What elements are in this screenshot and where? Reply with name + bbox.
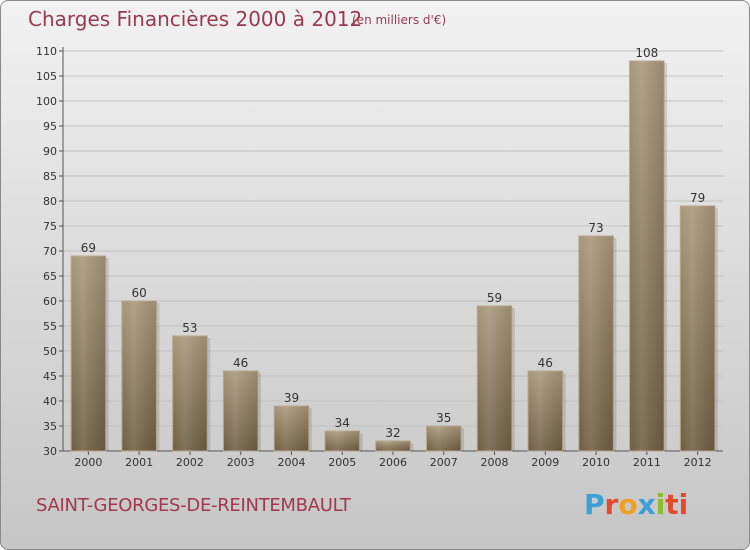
y-tick-label: 65 <box>43 270 57 283</box>
bar-shine <box>528 371 563 451</box>
data-label: 79 <box>690 191 705 205</box>
x-tick-label: 2001 <box>125 456 153 469</box>
y-tick-label: 45 <box>43 370 57 383</box>
bar-shine <box>629 61 665 451</box>
bar-shine <box>223 371 258 451</box>
bar-shine <box>578 236 614 451</box>
x-tick-label: 2003 <box>227 456 255 469</box>
y-tick-label: 40 <box>43 395 57 408</box>
y-tick-label: 90 <box>43 145 57 158</box>
y-tick-label: 50 <box>43 345 57 358</box>
logo-letter: r <box>604 488 619 521</box>
y-tick-label: 100 <box>36 95 57 108</box>
y-tick-label: 70 <box>43 245 57 258</box>
x-tick-label: 2011 <box>633 456 661 469</box>
commune-name: SAINT-GEORGES-DE-REINTEMBAULT <box>36 495 351 516</box>
data-label: 59 <box>487 291 502 305</box>
y-tick-label: 75 <box>43 220 57 233</box>
bar-shine <box>121 301 157 451</box>
bar-shine <box>274 406 309 451</box>
data-label: 39 <box>284 391 299 405</box>
y-tick-label: 105 <box>36 70 57 83</box>
y-tick-label: 55 <box>43 320 57 333</box>
x-tick-label: 2010 <box>582 456 610 469</box>
logo-letter: o <box>618 488 638 521</box>
chart-subtitle: (en milliers d'€) <box>352 13 447 27</box>
bar-shine <box>477 306 512 451</box>
y-tick-label: 35 <box>43 420 57 433</box>
y-tick-label: 60 <box>43 295 57 308</box>
data-label: 32 <box>385 426 400 440</box>
y-tick-label: 30 <box>43 445 57 458</box>
x-tick-label: 2009 <box>531 456 559 469</box>
bar-shine <box>324 431 360 451</box>
logo-letter: i <box>678 488 689 521</box>
bar-shine <box>375 441 411 451</box>
x-tick-label: 2006 <box>379 456 407 469</box>
x-tick-label: 2005 <box>328 456 356 469</box>
y-tick-label: 110 <box>36 45 57 58</box>
data-label: 35 <box>436 411 451 425</box>
data-label: 46 <box>538 356 553 370</box>
y-tick-label: 80 <box>43 195 57 208</box>
y-tick-label: 85 <box>43 170 57 183</box>
x-tick-label: 2000 <box>74 456 102 469</box>
bar-shine <box>426 426 462 451</box>
data-label: 69 <box>81 241 96 255</box>
bar-shine <box>680 206 715 451</box>
data-label: 34 <box>335 416 350 430</box>
data-label: 60 <box>132 286 147 300</box>
logo-letter: x <box>637 488 656 521</box>
x-tick-label: 2007 <box>430 456 458 469</box>
logo-letter: P <box>584 488 605 521</box>
x-tick-label: 2012 <box>684 456 712 469</box>
data-label: 53 <box>182 321 197 335</box>
proxiti-logo: Proxiti <box>584 488 688 521</box>
x-tick-label: 2002 <box>176 456 204 469</box>
x-tick-label: 2008 <box>481 456 509 469</box>
logo-letter: t <box>665 488 679 521</box>
bar-shine <box>71 256 106 451</box>
y-tick-label: 95 <box>43 120 57 133</box>
logo-letter: i <box>655 488 666 521</box>
data-label: 73 <box>588 221 603 235</box>
data-label: 108 <box>635 46 658 60</box>
x-tick-label: 2004 <box>277 456 305 469</box>
data-label: 46 <box>233 356 248 370</box>
bar-shine <box>172 336 208 451</box>
chart-title: Charges Financières 2000 à 2012 <box>28 7 363 31</box>
